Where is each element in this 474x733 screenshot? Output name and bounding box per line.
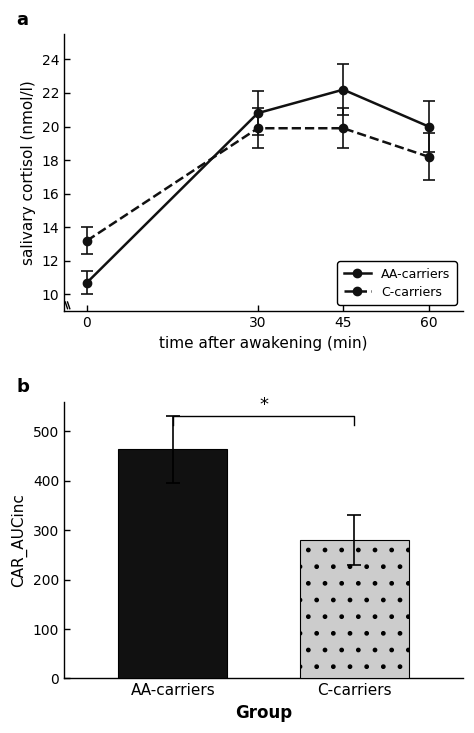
Y-axis label: salivary cortisol (nmol/l): salivary cortisol (nmol/l) — [21, 81, 36, 265]
X-axis label: time after awakening (min): time after awakening (min) — [159, 336, 368, 350]
Text: *: * — [259, 397, 268, 414]
Bar — [118, 449, 227, 679]
Y-axis label: CAR_AUCinc: CAR_AUCinc — [11, 493, 27, 587]
Legend: AA-carriers, C-carriers: AA-carriers, C-carriers — [337, 262, 456, 305]
Text: a: a — [16, 11, 28, 29]
X-axis label: Group: Group — [235, 704, 292, 722]
Bar — [300, 540, 409, 679]
Text: b: b — [16, 378, 29, 396]
